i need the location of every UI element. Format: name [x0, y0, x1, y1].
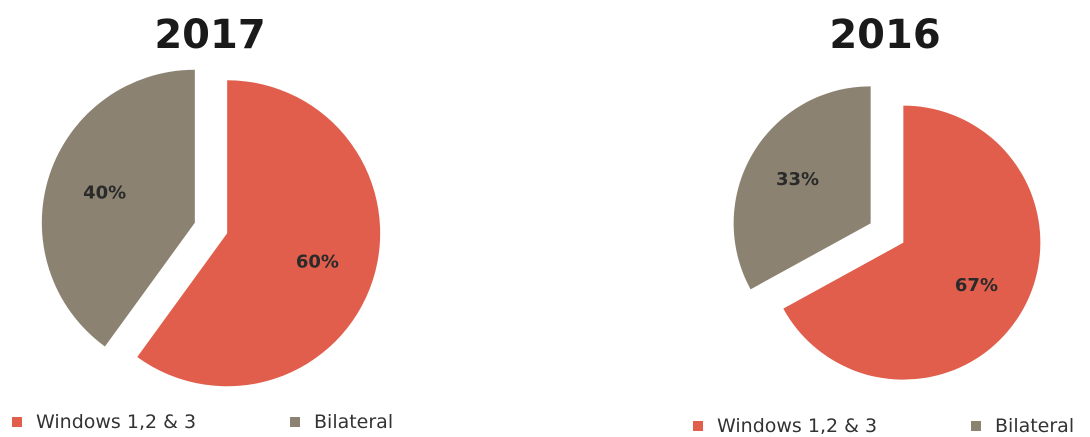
legend-swatch-windows	[693, 421, 703, 431]
legend-item-bilateral: Bilateral	[971, 415, 1074, 437]
legend-swatch-windows	[12, 417, 22, 427]
data-label-windows: 67%	[955, 275, 998, 296]
slice-windows	[137, 80, 381, 387]
chart-legend: Windows 1,2 & 3 Bilateral	[12, 411, 393, 433]
legend-item-windows: Windows 1,2 & 3	[693, 415, 971, 437]
data-label-bilateral: 33%	[776, 169, 819, 190]
chart-legend: Windows 1,2 & 3 Bilateral	[693, 415, 1074, 437]
legend-item-windows: Windows 1,2 & 3	[12, 411, 290, 433]
slice-windows	[783, 105, 1041, 380]
chart-title: 2016	[829, 12, 941, 58]
pie-plot-area: 60% 40%	[41, 69, 381, 387]
legend-item-bilateral: Bilateral	[290, 411, 393, 433]
pie-chart-2017: 2017 60% 40% Windows 1,2 & 3 Bilateral	[0, 0, 420, 435]
chart-title: 2017	[154, 12, 266, 58]
data-label-windows: 60%	[296, 252, 339, 273]
pie-chart-2016: 2016 67% 33% Windows 1,2 & 3 Bilateral	[680, 0, 1090, 437]
data-label-bilateral: 40%	[83, 182, 126, 203]
legend-label-windows: Windows 1,2 & 3	[717, 415, 878, 437]
legend-label-bilateral: Bilateral	[314, 411, 394, 433]
legend-label-windows: Windows 1,2 & 3	[36, 411, 197, 433]
legend-swatch-bilateral	[290, 417, 300, 427]
legend-swatch-bilateral	[971, 421, 981, 431]
legend-label-bilateral: Bilateral	[995, 415, 1075, 437]
slice-bilateral	[41, 69, 195, 347]
pie-plot-area: 67% 33%	[733, 86, 1041, 380]
slice-bilateral	[733, 86, 871, 290]
